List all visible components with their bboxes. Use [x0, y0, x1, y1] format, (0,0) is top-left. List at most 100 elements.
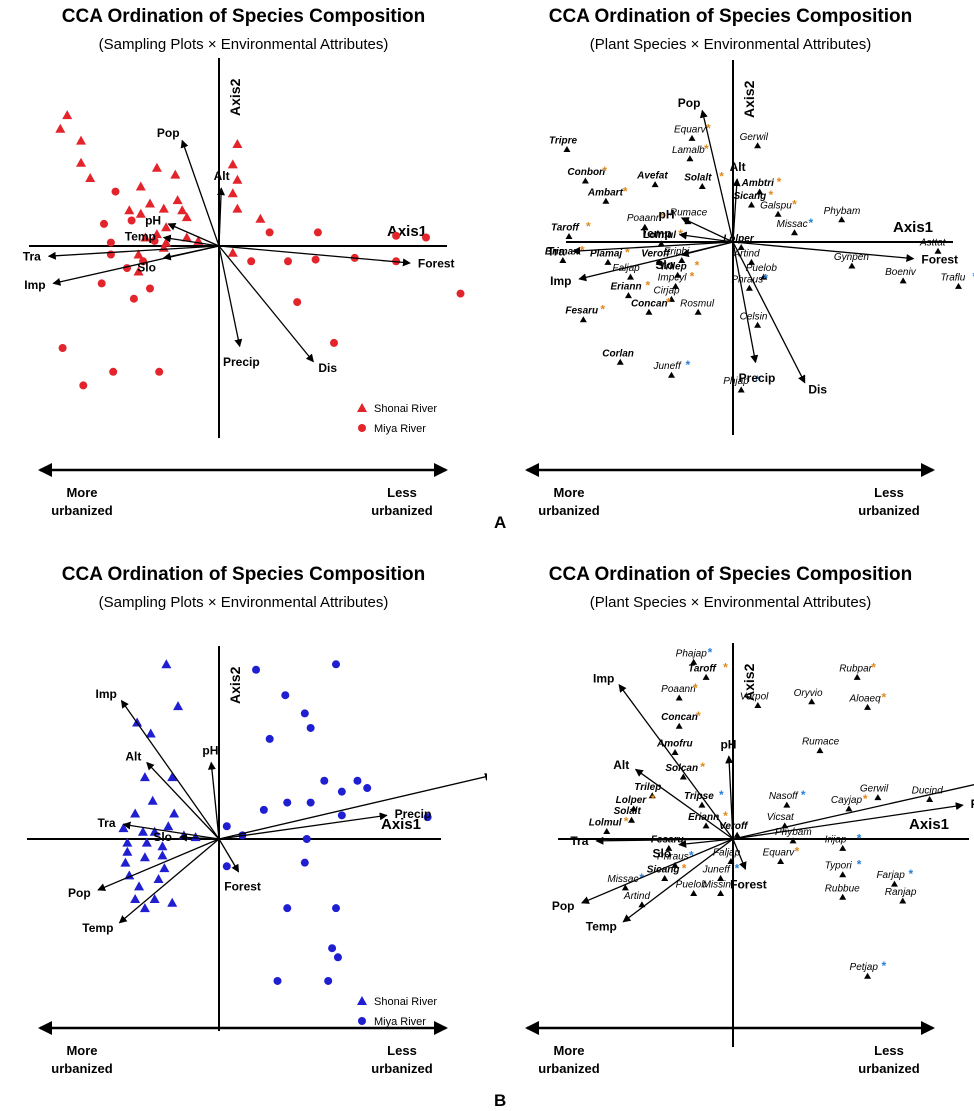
env-arrow	[733, 242, 913, 259]
gradient-less-label: urbanized	[858, 503, 919, 518]
species-label: Rubbue	[825, 883, 860, 894]
miya-point	[301, 709, 309, 717]
miya-point	[266, 735, 274, 743]
species-marker	[645, 309, 652, 315]
env-arrow-label: Forest	[418, 257, 455, 271]
species-marker	[839, 894, 846, 900]
species-label: Celsin	[740, 311, 768, 322]
gradient-more-label: More	[66, 485, 97, 500]
legend-circle-icon	[358, 424, 366, 432]
env-arrow-label: Temp	[82, 921, 113, 935]
miya-point	[338, 811, 346, 819]
species-marker	[627, 274, 634, 280]
env-arrow-label: pH	[720, 737, 736, 751]
species-label: Concan	[661, 712, 698, 723]
species-star: *	[695, 258, 700, 272]
env-arrow	[147, 763, 219, 839]
cca-plot-a-species: Axis1Axis2TripreEquarv*GerwilLamalb*Conb…	[487, 0, 974, 530]
species-star: *	[908, 867, 913, 881]
species-label: Poaann	[661, 684, 696, 695]
species-marker	[703, 822, 710, 828]
gradient-less-label: Less	[387, 1043, 417, 1058]
species-marker	[777, 858, 784, 864]
miya-point	[307, 799, 315, 807]
shonai-point	[85, 173, 95, 182]
shonai-point	[173, 701, 183, 710]
env-arrow-label: pH	[145, 214, 161, 228]
shonai-point	[145, 199, 155, 208]
species-star: *	[723, 660, 728, 674]
species-label: Asttat	[919, 237, 947, 248]
shonai-point	[136, 182, 146, 191]
miya-point	[324, 977, 332, 985]
species-star: *	[586, 219, 591, 233]
env-arrow-label: Pop	[678, 96, 701, 110]
species-star: *	[795, 845, 800, 859]
miya-point	[332, 904, 340, 912]
miya-point	[283, 799, 291, 807]
env-arrow	[122, 701, 220, 839]
env-arrow-label: Imp	[96, 687, 117, 701]
species-label: Lolmul	[589, 817, 622, 828]
env-arrow-label: Dis	[808, 383, 827, 397]
species-marker	[839, 845, 846, 851]
shonai-point	[134, 881, 144, 890]
species-star: *	[857, 831, 862, 845]
legend-label: Shonai River	[374, 996, 437, 1008]
species-label: Farjap	[876, 870, 905, 881]
species-marker	[816, 747, 823, 753]
gradient-less-label: urbanized	[371, 503, 432, 518]
env-arrow-label: Alt	[125, 750, 141, 764]
axis2-label: Axis2	[227, 78, 243, 116]
species-label: Conbon	[567, 167, 605, 178]
species-marker	[808, 698, 815, 704]
species-label: Puelob	[746, 263, 778, 274]
species-label: Missac	[607, 874, 638, 885]
shonai-point	[191, 832, 201, 841]
gradient-less-label: Less	[874, 1043, 904, 1058]
species-label: Juneff	[653, 361, 682, 372]
species-star: *	[801, 788, 806, 802]
species-marker	[652, 181, 659, 187]
miya-point	[247, 257, 255, 265]
species-label: Amofru	[656, 739, 693, 750]
species-label: Faljap	[713, 848, 741, 859]
env-arrow	[219, 246, 240, 346]
shonai-point	[169, 809, 179, 818]
env-arrow-label: Tra	[547, 245, 565, 259]
miya-point	[123, 264, 131, 272]
species-label: Artind	[623, 891, 651, 902]
miya-point	[274, 977, 282, 985]
gradient-more-label: More	[553, 485, 584, 500]
miya-point	[281, 691, 289, 699]
species-label: Missin	[703, 880, 732, 891]
panel-b-species: CCA Ordination of Species Composition (P…	[487, 558, 974, 1088]
shonai-point	[154, 874, 164, 883]
shonai-point	[140, 772, 150, 781]
miya-point	[109, 368, 117, 376]
miya-point	[98, 279, 106, 287]
species-star: *	[777, 175, 782, 189]
env-arrow-label: Imp	[593, 671, 614, 685]
species-marker	[955, 283, 962, 289]
miya-point	[303, 835, 311, 843]
legend-label: Miya River	[374, 1016, 426, 1028]
species-marker	[602, 198, 609, 204]
species-star: *	[882, 690, 887, 704]
species-label: Vicsat	[767, 812, 795, 823]
species-label: Fesaru	[565, 306, 598, 317]
species-marker	[717, 890, 724, 896]
shonai-point	[170, 170, 180, 179]
species-marker	[690, 890, 697, 896]
panel-a-species: CCA Ordination of Species Composition (P…	[487, 0, 974, 530]
species-star: *	[624, 814, 629, 828]
species-star: *	[645, 279, 650, 293]
species-label: Rumace	[802, 737, 840, 748]
shonai-point	[55, 124, 65, 133]
species-marker	[676, 695, 683, 701]
legend-triangle-icon	[357, 996, 367, 1005]
miya-point	[353, 777, 361, 785]
miya-point	[107, 239, 115, 247]
species-star: *	[704, 142, 709, 156]
